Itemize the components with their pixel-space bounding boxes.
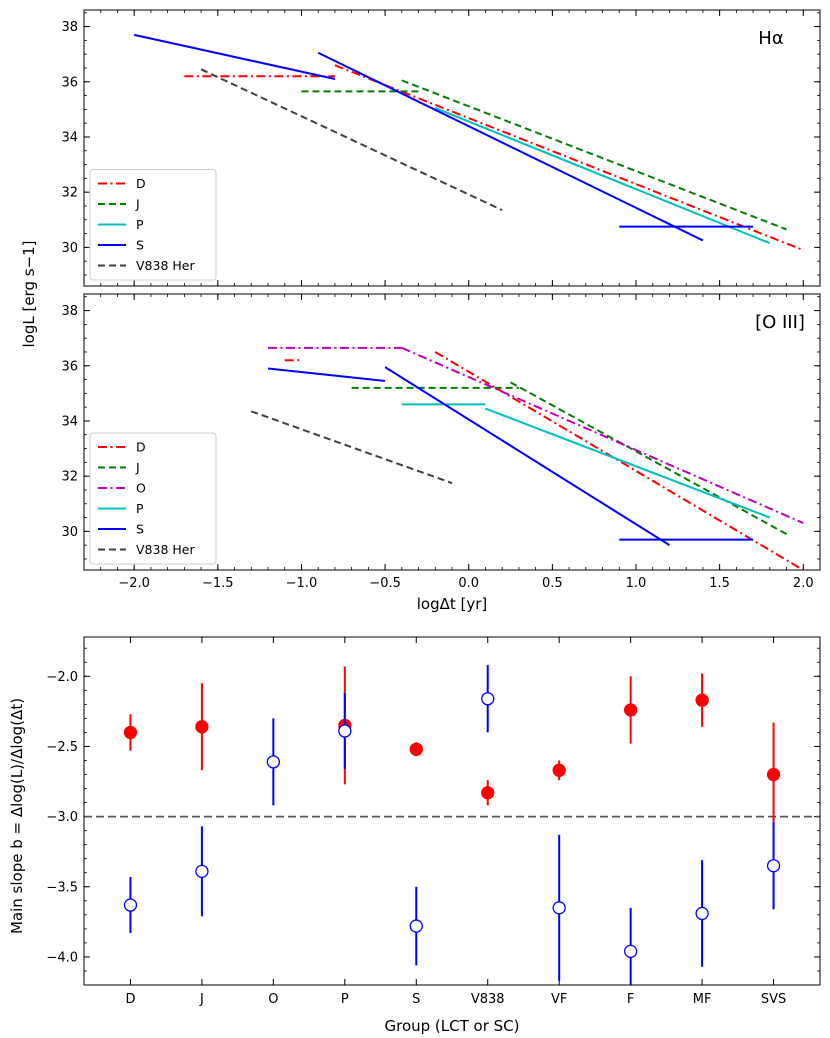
oiii-legend-label: O — [136, 481, 146, 496]
oiii-y-tick-label: 38 — [61, 304, 78, 319]
oiii-legend-label: J — [135, 460, 140, 475]
halpha-frame — [83, 9, 821, 287]
oiii-legend-label: S — [136, 522, 144, 537]
oiii-legend-label: V838 Her — [136, 542, 195, 557]
oiii-y-tick-label: 34 — [61, 414, 78, 429]
oiii-legend-label: P — [136, 501, 144, 516]
filled-point — [195, 720, 209, 734]
halpha-series-d-segment — [334, 64, 804, 252]
halpha-legend-label: P — [136, 217, 144, 232]
oiii-series-s-segment — [384, 366, 670, 547]
oiii-legend — [89, 432, 217, 565]
filled-point — [552, 763, 566, 777]
slope-y-tick-label: −2.5 — [46, 740, 78, 755]
oiii-series-s-segment — [267, 367, 386, 382]
filled-point — [695, 693, 709, 707]
halpha-series-s-segment — [317, 51, 704, 242]
x-tick-label: −1.0 — [286, 576, 318, 591]
category-label: MF — [693, 992, 712, 1007]
halpha-lines — [133, 33, 804, 252]
x-tick-label: 1.5 — [709, 576, 730, 591]
open-point — [695, 906, 709, 921]
halpha-y-tick-label: 30 — [61, 241, 78, 256]
x-tick-label: −1.5 — [202, 576, 234, 591]
halpha-series-v838-her-segment — [200, 68, 503, 212]
halpha-legend-label: J — [135, 197, 140, 212]
oiii-lines — [250, 346, 804, 570]
slope-y-tick-label: −3.0 — [46, 810, 78, 825]
halpha-y-tick-label: 36 — [61, 75, 78, 90]
oiii-series-o-segment — [401, 346, 804, 524]
oiii-series-d-segment — [434, 351, 804, 570]
slope-panel: −4.0 −3.5 −3.0 −2.5 −2.0 D J O P S V838 VF F MF SVS — [46, 636, 821, 1007]
filled-point — [481, 786, 495, 800]
open-point — [552, 901, 566, 915]
x-tick-label: −0.5 — [369, 576, 401, 591]
oiii-y-tick-label: 30 — [61, 525, 78, 540]
slope-points — [123, 665, 781, 985]
halpha-series-j-segment — [401, 79, 787, 231]
filled-point — [623, 703, 638, 717]
open-point — [338, 724, 352, 738]
halpha-y-tick-label: 38 — [61, 20, 78, 35]
oiii-series-p-segment — [485, 407, 771, 519]
oiii-series-v838-her-segment — [250, 410, 453, 485]
oiii-legend-label: D — [136, 440, 146, 455]
x-tick-label: 0.5 — [542, 576, 563, 591]
halpha-series-s-segment — [133, 33, 336, 80]
category-label: SVS — [761, 992, 786, 1007]
category-label: D — [125, 992, 135, 1007]
open-point — [766, 859, 781, 873]
category-label: F — [627, 992, 634, 1007]
x-axis-label-top: logΔt [yr] — [417, 595, 488, 613]
x-tick-label: 0.0 — [458, 576, 479, 591]
slope-frame — [83, 636, 821, 986]
oiii-series-j-segment — [510, 381, 788, 535]
category-label: S — [412, 992, 420, 1007]
category-label: P — [341, 992, 349, 1007]
category-label: O — [268, 992, 278, 1007]
halpha-legend-label: S — [136, 238, 144, 253]
open-point — [623, 944, 638, 958]
halpha-y-tick-label: 32 — [61, 186, 78, 201]
halpha-legend-label: V838 Her — [136, 258, 195, 273]
slope-y-tick-label: −2.0 — [46, 670, 78, 685]
category-label: V838 — [471, 992, 505, 1007]
x-tick-label: 1.0 — [626, 576, 647, 591]
halpha-legend — [89, 169, 217, 281]
slope-y-tick-label: −4.0 — [46, 950, 78, 965]
y-axis-label-bottom: Main slope b = Δlog(L)/Δlog(Δt) — [8, 698, 26, 934]
halpha-y-tick-label: 34 — [61, 130, 78, 145]
slope-y-tick-label: −3.5 — [46, 880, 78, 895]
x-tick-label: 2.0 — [793, 576, 814, 591]
oiii-y-tick-label: 36 — [61, 359, 78, 374]
x-tick-label: −2.0 — [118, 576, 150, 591]
open-point — [266, 755, 281, 769]
open-point — [123, 898, 138, 912]
oiii-panel-title: [O III] — [755, 312, 805, 333]
category-label: J — [199, 992, 204, 1007]
y-axis-label-top: logL [erg s−1] — [20, 240, 38, 347]
halpha-series-p-segment — [434, 107, 771, 245]
oiii-frame — [83, 293, 821, 571]
open-point — [195, 864, 209, 878]
open-point — [481, 692, 495, 706]
filled-point — [123, 725, 138, 740]
filled-point — [766, 767, 781, 782]
oiii-y-tick-label: 32 — [61, 470, 78, 485]
halpha-panel-title: Hα — [758, 28, 783, 49]
category-label: VF — [551, 992, 567, 1007]
oiii-panel: −2.0 −1.5 −1.0 −0.5 0.0 0.5 1.0 1.5 2.0 30 32 34 36 3… — [61, 293, 821, 591]
open-point — [409, 919, 423, 933]
filled-point — [409, 742, 423, 756]
halpha-legend-label: D — [136, 176, 146, 191]
x-axis-label-bottom: Group (LCT or SC) — [384, 1017, 519, 1035]
